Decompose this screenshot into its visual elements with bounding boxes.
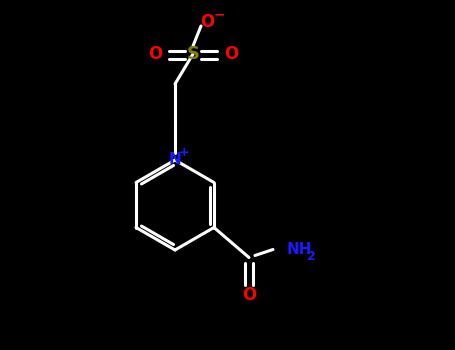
Text: 2: 2 [307, 250, 315, 263]
Text: NH: NH [287, 242, 313, 257]
Text: S: S [187, 45, 199, 63]
Text: N: N [169, 153, 182, 168]
Text: O: O [242, 287, 256, 304]
Text: O: O [224, 45, 238, 63]
Text: O: O [148, 45, 162, 63]
Text: −: − [213, 7, 225, 21]
Text: +: + [179, 147, 189, 160]
Text: O: O [200, 13, 214, 31]
